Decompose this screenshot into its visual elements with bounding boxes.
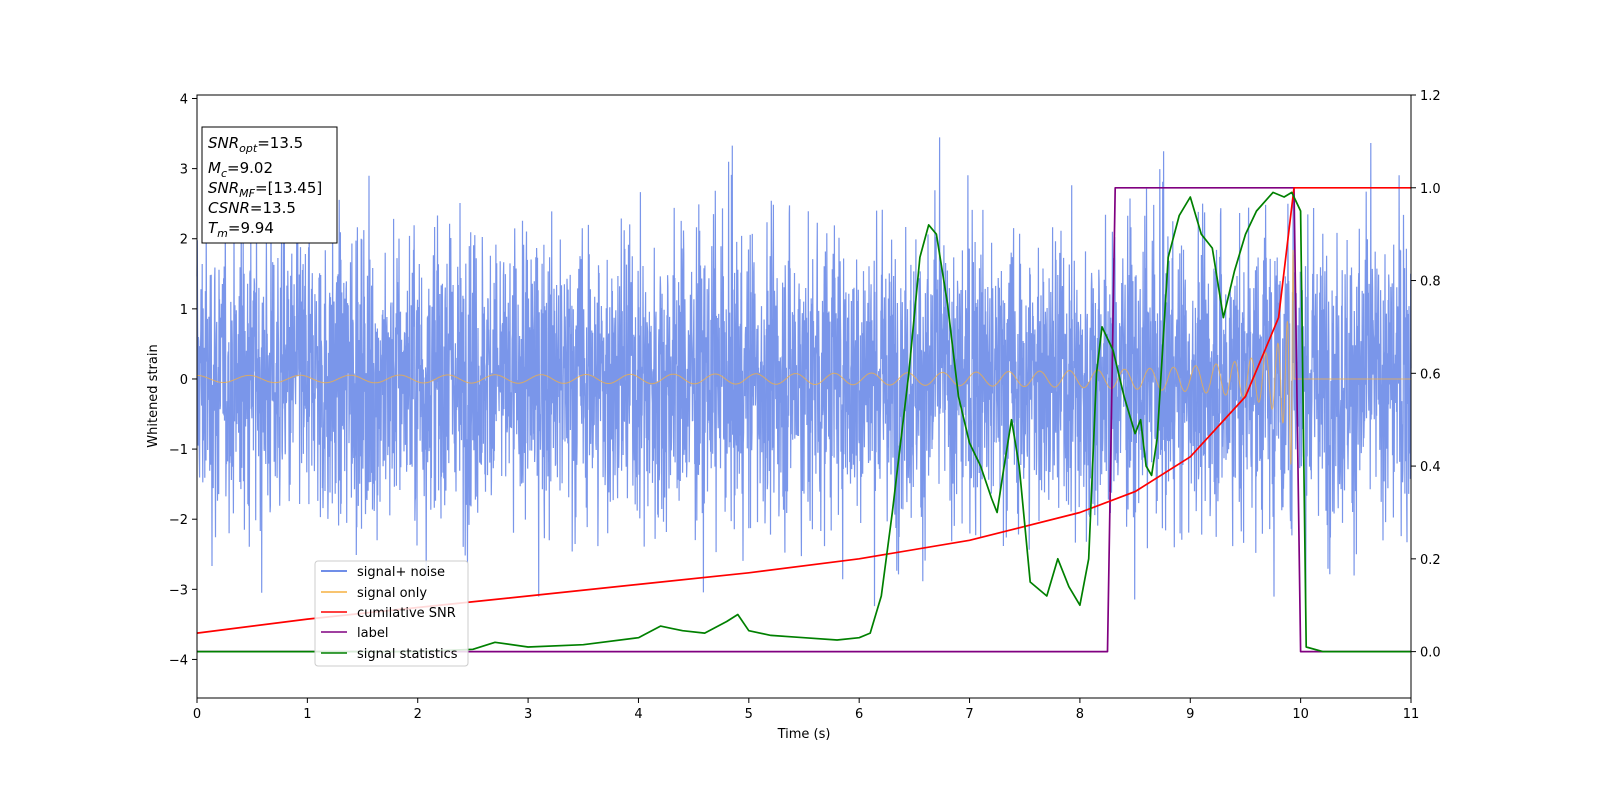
y-tick-label: −2 xyxy=(169,513,188,528)
y-tick-label: −4 xyxy=(169,653,188,668)
x-axis-label: Time (s) xyxy=(777,727,831,742)
plot-frame xyxy=(196,94,1412,699)
legend-frame xyxy=(314,560,469,667)
y-tick-label: −1 xyxy=(169,443,188,458)
x-tick-label: 10 xyxy=(1292,707,1309,722)
x-tick-label: 5 xyxy=(745,707,753,722)
y2-tick-label: 0.0 xyxy=(1420,646,1441,661)
annotation-mc: Mc=9.02 xyxy=(208,159,273,180)
annotation-snr-mf: SNRMF=[13.45] xyxy=(208,179,322,200)
x-tick-label: 8 xyxy=(1076,707,1084,722)
x-tick-label: 6 xyxy=(855,707,863,722)
legend-label-signal-noise: signal+ noise xyxy=(357,565,445,580)
x-tick-label: 2 xyxy=(414,707,422,722)
signal-noise-series xyxy=(196,137,1412,612)
y-axis-left: −4 −3 −2 −1 0 1 2 3 4 xyxy=(169,93,197,668)
signal-noise-line xyxy=(196,137,1412,612)
legend-label-signal-statistics: signal statistics xyxy=(357,647,458,662)
y2-tick-label: 0.8 xyxy=(1420,275,1441,290)
annotation-snr-opt: SNRopt=13.5 xyxy=(208,134,303,155)
annotation-tm: Tm=9.94 xyxy=(208,219,274,240)
y-tick-label: 2 xyxy=(180,233,188,248)
y2-tick-label: 0.4 xyxy=(1420,460,1441,475)
y2-tick-label: 1.2 xyxy=(1420,89,1441,104)
y-axis-label: Whitened strain xyxy=(146,344,161,447)
x-tick-label: 7 xyxy=(965,707,973,722)
annotation-csnr: CSNR=13.5 xyxy=(208,199,296,217)
annotation-box: SNRopt=13.5 Mc=9.02 SNRMF=[13.45] CSNR=1… xyxy=(201,126,338,244)
y-tick-label: 3 xyxy=(180,163,188,178)
legend-label-cumulative-snr: cumilative SNR xyxy=(357,606,456,621)
signal-statistics-line xyxy=(197,191,1411,653)
x-tick-label: 0 xyxy=(193,707,201,722)
signal-only-line xyxy=(197,249,1411,465)
y-tick-label: −3 xyxy=(169,583,188,598)
y-tick-label: 1 xyxy=(180,303,188,318)
signal-only-series xyxy=(197,249,1411,465)
y2-tick-label: 0.2 xyxy=(1420,553,1441,568)
y-axis-right: 0.0 0.2 0.4 0.6 0.8 1.0 1.2 xyxy=(1411,89,1441,661)
legend-label-label: label xyxy=(357,626,388,641)
y2-tick-label: 0.6 xyxy=(1420,367,1441,382)
y-tick-label: 4 xyxy=(180,93,188,108)
annotation-box-frame xyxy=(201,126,338,244)
x-axis: 0 1 2 3 4 5 6 7 8 9 10 11 xyxy=(193,698,1419,722)
x-tick-label: 4 xyxy=(634,707,642,722)
x-tick-label: 3 xyxy=(524,707,532,722)
y2-tick-label: 1.0 xyxy=(1420,182,1441,197)
x-tick-label: 9 xyxy=(1186,707,1194,722)
y-tick-label: 0 xyxy=(180,373,188,388)
legend-label-signal-only: signal only xyxy=(357,586,427,601)
x-tick-label: 1 xyxy=(303,707,311,722)
label-line xyxy=(197,186,1411,653)
legend: signal+ noise signal only cumilative SNR… xyxy=(314,560,469,667)
x-tick-label: 11 xyxy=(1403,707,1420,722)
